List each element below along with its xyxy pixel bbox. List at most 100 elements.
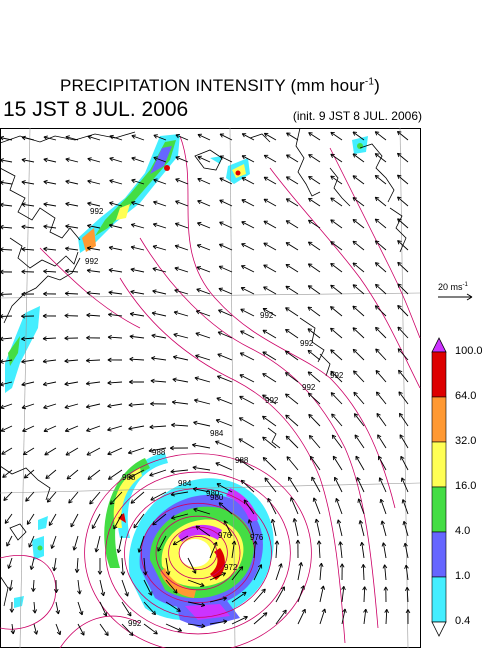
wind-vector	[308, 241, 321, 251]
wind-vector	[362, 564, 365, 581]
wind-vector-head	[107, 450, 112, 456]
wind-vector	[4, 513, 13, 524]
wind-vector	[330, 197, 343, 207]
wind-vector	[130, 491, 145, 504]
wind-vector	[170, 469, 189, 473]
wind-vector-head	[402, 520, 407, 526]
wind-vector	[286, 154, 299, 163]
wind-vector-head	[311, 476, 316, 482]
wind-vector-head	[129, 631, 134, 637]
wind-vector	[187, 601, 205, 606]
wind-vector-head	[336, 519, 342, 524]
wind-vector-head	[173, 355, 178, 360]
wind-vector-head	[0, 224, 4, 230]
wind-vector	[65, 292, 79, 295]
wind-vector	[21, 359, 35, 363]
wind-vector	[397, 283, 409, 295]
wind-vector-head	[301, 608, 306, 614]
wind-vector	[172, 535, 189, 546]
wind-vector	[192, 444, 211, 449]
wind-vector	[150, 491, 167, 501]
wind-vector-head	[278, 563, 283, 568]
wind-vector	[217, 353, 233, 361]
wind-vector-head	[3, 496, 8, 501]
isobar-labels: 992 992 992 992 992 992 992 988 988 984 980 976 972 9…	[85, 207, 344, 628]
wind-vector-head	[262, 457, 268, 462]
wind-vector	[121, 601, 132, 617]
wind-vector-head	[177, 627, 183, 632]
wind-vector	[197, 156, 211, 163]
wind-vector-head	[65, 135, 70, 140]
wind-vector-head	[352, 284, 358, 289]
wind-vector-head	[127, 450, 133, 455]
wind-vector-head	[263, 286, 268, 291]
wind-vector	[275, 609, 287, 625]
wind-vector	[397, 152, 409, 163]
wind-vector-head	[320, 585, 326, 590]
wind-vector-head	[53, 588, 59, 593]
wind-vector-head	[262, 612, 268, 617]
wind-vector	[171, 513, 189, 519]
wind-vector-head	[113, 524, 118, 530]
wind-vector	[405, 565, 409, 581]
wind-vector	[43, 203, 57, 207]
wind-vector	[218, 287, 233, 295]
wind-vector-head	[321, 608, 327, 613]
wind-vector-head	[262, 394, 267, 399]
wind-vector-head	[308, 132, 313, 137]
wind-vector-head	[399, 434, 404, 439]
wind-vector	[33, 623, 38, 635]
wind-vector-head	[130, 267, 135, 273]
wind-vector-head	[239, 395, 244, 400]
wind-vector-head	[86, 246, 92, 251]
wind-vector	[358, 498, 365, 515]
wind-vector-head	[108, 245, 114, 251]
wind-vector-head	[68, 499, 73, 504]
wind-vector-head	[0, 202, 4, 208]
wind-vector-head	[0, 404, 5, 410]
wind-vector	[68, 491, 79, 504]
wind-vector-head	[352, 305, 357, 310]
wind-vector	[55, 623, 61, 635]
wind-vector-head	[352, 240, 357, 246]
wind-vectors	[0, 130, 411, 637]
wind-vector	[285, 220, 299, 229]
wind-vector	[398, 391, 409, 405]
wind-vector	[398, 369, 409, 383]
wind-vector-head	[66, 475, 72, 480]
wind-vector-head	[0, 158, 4, 163]
precipitation-map: 992 992 992 992 992 992 992 988 988 984 980 976 972 9…	[0, 128, 421, 648]
wind-vector-head	[352, 175, 357, 180]
wind-vector-head	[21, 157, 26, 163]
wind-vector	[308, 197, 321, 207]
wind-vector	[330, 392, 343, 405]
wind-vector	[196, 266, 211, 273]
wind-vector-head	[22, 427, 27, 433]
wind-vector-head	[196, 244, 202, 249]
wind-vector-head	[363, 608, 368, 613]
wind-vector	[217, 331, 233, 339]
wind-vector	[262, 436, 277, 449]
isobar-ring	[155, 515, 241, 591]
wind-vector-head	[33, 630, 39, 635]
wind-vector-head	[374, 153, 380, 158]
wind-vector-head	[397, 283, 402, 288]
wind-vector-head	[400, 455, 405, 461]
wind-vector-head	[64, 313, 69, 318]
wind-vector-head	[308, 413, 313, 419]
wind-vector-head	[262, 373, 267, 378]
wind-vector-head	[219, 221, 224, 226]
wind-vector-head	[338, 541, 343, 546]
wind-vector	[65, 158, 79, 163]
wind-vector-head	[274, 540, 280, 545]
wind-vector-head	[285, 328, 290, 334]
wind-vector	[331, 413, 343, 427]
wind-vector-head	[216, 375, 222, 380]
wind-vector-head	[374, 218, 380, 223]
wind-vector	[107, 425, 123, 431]
wind-vector-head	[239, 352, 245, 357]
wind-vector	[193, 508, 211, 515]
wind-vector-head	[352, 197, 357, 202]
wind-vector	[374, 240, 387, 251]
wind-vector-head	[330, 262, 335, 268]
